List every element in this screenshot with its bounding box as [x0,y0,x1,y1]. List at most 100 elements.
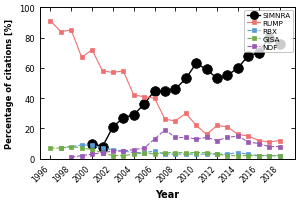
RUMP [163,119,167,121]
GISA [49,147,52,150]
RUMP [90,49,94,52]
RBX [142,152,146,154]
GISA [101,152,104,154]
RUMP [49,21,52,23]
Line: SIMNRA: SIMNRA [87,34,284,152]
NDF [194,138,198,141]
NDF [90,153,94,156]
NDF [215,140,219,142]
SIMNRA [132,114,136,116]
Line: RUMP: RUMP [48,19,282,145]
Line: GISA: GISA [48,144,282,158]
X-axis label: Year: Year [155,189,180,199]
SIMNRA [163,90,167,92]
SIMNRA [247,55,250,58]
RBX [215,153,219,156]
GISA [184,152,188,154]
SIMNRA [90,143,94,145]
GISA [247,155,250,157]
GISA [194,152,198,154]
RBX [267,155,271,157]
NDF [247,141,250,144]
GISA [174,152,177,154]
RBX [90,144,94,146]
RUMP [226,126,229,129]
GISA [163,152,167,154]
GISA [80,147,83,150]
RUMP [59,31,63,34]
RUMP [184,112,188,115]
RUMP [257,140,260,142]
RUMP [142,96,146,98]
SIMNRA [101,146,104,148]
NDF [101,152,104,154]
NDF [70,156,73,159]
SIMNRA [257,52,260,55]
RBX [257,155,260,157]
RBX [80,144,83,146]
GISA [59,147,63,150]
GISA [226,155,229,157]
RBX [122,150,125,153]
NDF [257,143,260,145]
SIMNRA [174,88,177,91]
SIMNRA [111,126,115,129]
RUMP [132,94,136,97]
RBX [101,147,104,150]
NDF [184,136,188,139]
SIMNRA [142,103,146,106]
SIMNRA [194,63,198,65]
RUMP [194,124,198,127]
GISA [90,149,94,151]
GISA [132,153,136,156]
RBX [184,153,188,156]
SIMNRA [226,75,229,77]
RUMP [247,135,250,137]
RBX [111,149,115,151]
NDF [163,129,167,132]
RBX [247,153,250,156]
SIMNRA [267,37,271,40]
SIMNRA [153,90,156,92]
RBX [236,152,240,154]
RUMP [174,120,177,122]
NDF [80,155,83,157]
SIMNRA [205,69,208,71]
Legend: SIMNRA, RUMP, RBX, GISA, NDF: SIMNRA, RUMP, RBX, GISA, NDF [244,10,293,53]
RBX [153,150,156,153]
RBX [59,147,63,150]
SIMNRA [215,78,219,80]
RUMP [267,141,271,144]
NDF [205,136,208,139]
Line: NDF: NDF [69,128,282,160]
SIMNRA [184,78,188,80]
RUMP [70,30,73,32]
GISA [236,155,240,157]
RBX [226,153,229,156]
SIMNRA [278,43,281,46]
RUMP [153,98,156,100]
RUMP [205,134,208,136]
RBX [163,153,167,156]
NDF [142,147,146,150]
NDF [132,149,136,151]
RBX [205,153,208,156]
NDF [236,135,240,137]
RBX [194,153,198,156]
NDF [174,136,177,139]
GISA [278,155,281,157]
NDF [153,138,156,141]
NDF [111,150,115,153]
RUMP [80,57,83,59]
SIMNRA [122,117,125,120]
NDF [267,146,271,148]
Y-axis label: Percentage of citations [%]: Percentage of citations [%] [5,19,14,148]
NDF [278,146,281,148]
GISA [153,153,156,156]
RUMP [122,70,125,73]
RUMP [215,124,219,127]
RBX [132,152,136,154]
SIMNRA [236,67,240,70]
GISA [70,146,73,148]
RUMP [278,140,281,142]
